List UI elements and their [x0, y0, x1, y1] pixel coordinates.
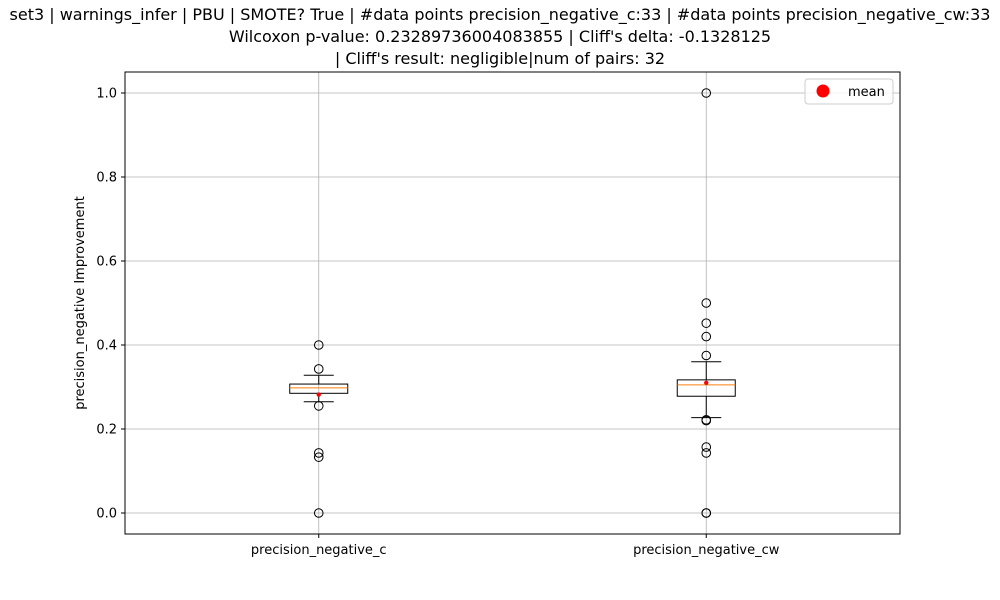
y-tick-label: 0.4 [96, 339, 117, 354]
grid-lines [125, 72, 900, 534]
outlier-point [701, 88, 712, 98]
outlier-point [313, 340, 324, 350]
outlier-point [701, 298, 712, 308]
outlier-point [701, 350, 712, 361]
outlier-point [701, 331, 712, 342]
y-tick-label: 1.0 [96, 87, 117, 102]
x-tick-label: precision_negative_c [251, 543, 387, 558]
outlier-point [701, 508, 712, 518]
legend-mean-label: mean [848, 85, 885, 100]
chart-title-line-1: set3 | warnings_infer | PBU | SMOTE? Tru… [9, 5, 991, 24]
box-iqr [676, 379, 736, 397]
y-tick-label: 0.2 [96, 423, 117, 438]
outlier-point [313, 452, 324, 462]
x-tick-label: precision_negative_cw [633, 543, 780, 558]
y-tick-label: 0.8 [96, 171, 117, 186]
box-plot-precision_negative_c [289, 340, 349, 518]
chart-title-line-3: | Cliff's result: negligible|num of pair… [334, 49, 666, 68]
axis-ticks: 0.0 0.2 0.4 0.6 0.8 1.0 precision_negative_c pr… [96, 87, 779, 559]
plot-frame [124, 71, 901, 535]
mean-marker [704, 380, 709, 385]
box-plot-precision_negative_cw [676, 88, 736, 518]
y-axis-label: precision_negative Improvement [73, 196, 88, 410]
legend-frame [804, 78, 894, 105]
outlier-point [701, 318, 712, 328]
outlier-point [701, 415, 712, 426]
mean-marker [316, 392, 321, 397]
outlier-point [313, 448, 324, 458]
box-plots [289, 88, 736, 518]
outlier-point [701, 448, 712, 458]
legend: mean [804, 78, 894, 105]
legend-mean-marker [816, 84, 830, 98]
outlier-point [313, 401, 324, 411]
outlier-point [701, 442, 712, 452]
chart-title-line-2: Wilcoxon p-value: 0.23289736004083855 | … [228, 27, 772, 46]
y-tick-label: 0.6 [96, 255, 117, 270]
y-tick-label: 0.0 [96, 507, 117, 522]
outlier-point [313, 364, 324, 374]
outlier-point [313, 508, 324, 518]
